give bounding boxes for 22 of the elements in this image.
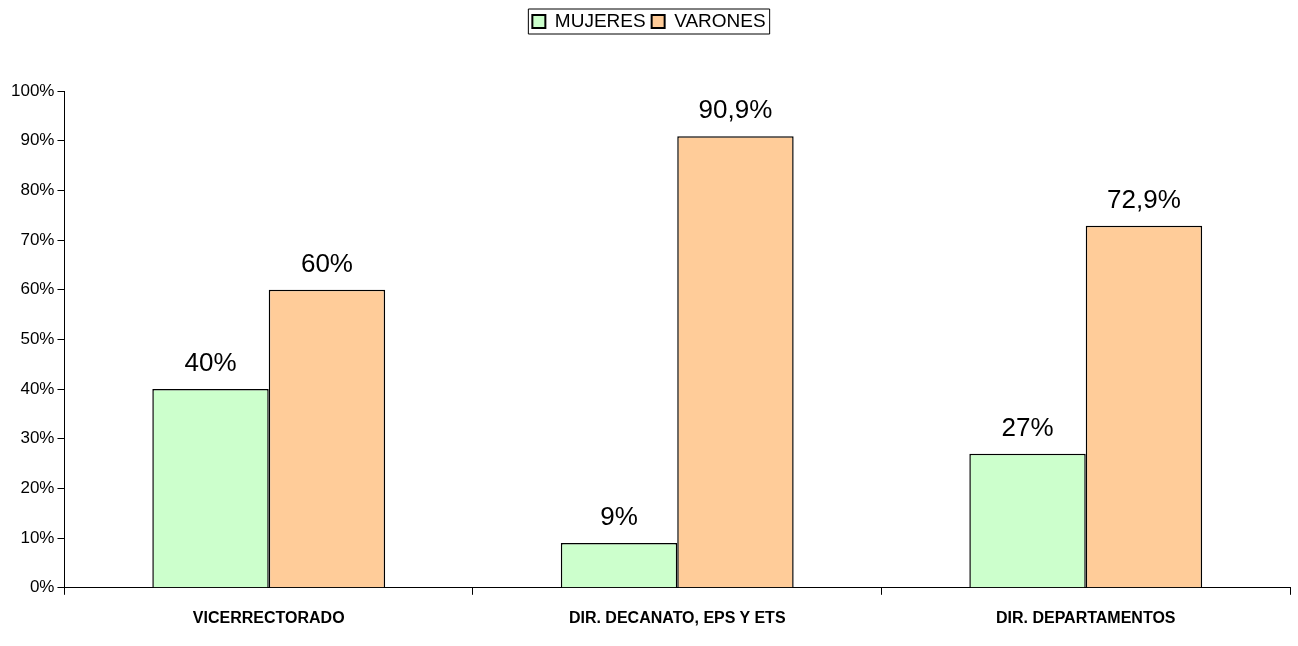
- data-label: 9%: [600, 501, 638, 532]
- y-tick-label: 100%: [11, 80, 55, 100]
- y-tick-label: 80%: [20, 180, 55, 200]
- y-tick-label: 60%: [20, 279, 55, 299]
- y-tick-label: 90%: [20, 130, 55, 150]
- data-label: 60%: [300, 247, 353, 278]
- y-tick-label: 40%: [20, 378, 55, 398]
- x-tick-label: DIR. DEPARTAMENTOS: [995, 608, 1176, 626]
- y-tick-label: 50%: [20, 329, 55, 349]
- x-tick-label: DIR. DECANATO, EPS Y ETS: [568, 608, 786, 626]
- data-label: 40%: [184, 347, 237, 378]
- legend-label: VARONES: [674, 9, 766, 31]
- data-label: 72,9%: [1107, 183, 1181, 214]
- legend-label: MUJERES: [554, 9, 646, 31]
- x-tick-label: VICERRECTORADO: [192, 608, 345, 626]
- y-tick-label: 10%: [20, 527, 55, 547]
- y-tick-label: 20%: [20, 478, 55, 498]
- data-label: 90,9%: [698, 94, 773, 125]
- y-tick-label: 70%: [20, 229, 55, 249]
- y-tick-label: 0%: [29, 577, 55, 597]
- y-tick-label: 30%: [20, 428, 55, 448]
- data-label: 27%: [1001, 411, 1054, 442]
